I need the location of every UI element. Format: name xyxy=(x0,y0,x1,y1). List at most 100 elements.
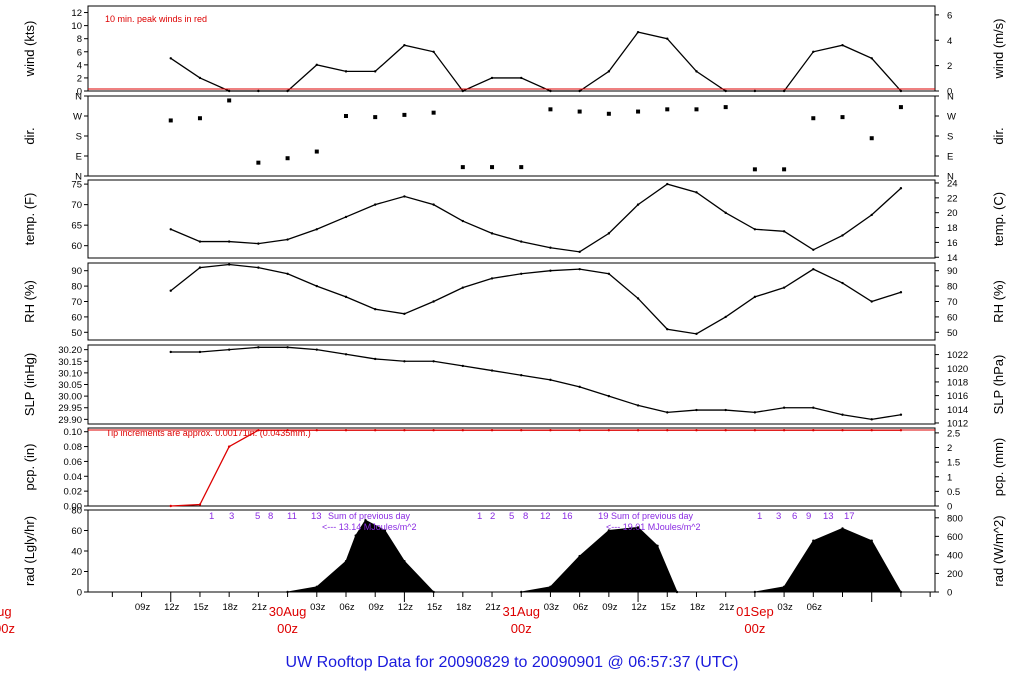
pcp-left-tick-label: 0.04 xyxy=(64,472,83,483)
x-hour-label: 12z xyxy=(398,602,414,613)
temp-point xyxy=(578,250,581,254)
temp-point xyxy=(403,195,406,198)
x-hour-label: 18z xyxy=(223,602,239,613)
dir-right-tick-label: N xyxy=(947,92,954,103)
temp-point xyxy=(695,191,698,194)
wind-point xyxy=(666,37,669,40)
rh-point xyxy=(578,267,581,271)
wind-point xyxy=(636,30,640,34)
dir-point xyxy=(869,136,874,141)
rh-point xyxy=(841,281,844,285)
rad-hour-label: 1 xyxy=(757,511,762,522)
pcp-right-tick-label: 2 xyxy=(947,443,952,454)
rad-point xyxy=(354,534,357,537)
rh-point xyxy=(636,297,640,300)
x-hour-label: 18z xyxy=(456,602,472,613)
rad-point xyxy=(675,590,679,594)
rad-right-tick-label: 800 xyxy=(947,513,963,524)
slp-point xyxy=(520,374,523,377)
slp-point xyxy=(695,408,698,412)
dir-point xyxy=(227,98,232,103)
wind-point xyxy=(198,76,202,80)
wind-point xyxy=(753,89,757,93)
x-hour-label: 21z xyxy=(252,602,268,613)
rh-point xyxy=(724,315,727,319)
rad-point xyxy=(403,560,406,563)
dir-point xyxy=(168,118,173,123)
dir-left-tick-label: N xyxy=(75,92,82,103)
rad-ylabel-right: rad (W/m^2) xyxy=(991,515,1006,586)
temp-frame xyxy=(87,179,936,259)
slp-point xyxy=(344,353,348,356)
dir-point xyxy=(840,115,845,120)
rad-summary-value: <--- 19.01 MJoules/m^2 xyxy=(606,522,701,532)
x-hour-label: 18z xyxy=(690,602,706,613)
wind-point xyxy=(286,89,289,93)
rad-hour-label: 16 xyxy=(562,511,573,522)
slp-ylabel-left: SLP (inHg) xyxy=(22,353,37,416)
wind-point xyxy=(812,50,815,53)
rh-left-tick-label: 50 xyxy=(71,328,82,339)
wind-point xyxy=(695,70,698,73)
x-hour-label: 21z xyxy=(719,602,735,613)
rh-left-tick-label: 90 xyxy=(71,266,82,277)
x-hour-label: 09z xyxy=(602,602,618,613)
rad-hour-label: 6 xyxy=(792,511,797,522)
temp-line xyxy=(170,183,902,253)
slp-left-tick-label: 30.05 xyxy=(58,380,82,391)
rad-left-tick-label: 20 xyxy=(71,567,82,578)
x-hour-label: 03z xyxy=(777,602,793,613)
x-date-hour-label: 00z xyxy=(277,621,298,636)
rad-point xyxy=(383,529,387,532)
temp-point xyxy=(899,187,903,190)
rad-point xyxy=(656,544,659,548)
panel-rh: 50 60 70 80 90 50 60 70 80 90 RH (%) RH (%) xyxy=(22,262,1006,341)
temp-right-tick-label: 14 xyxy=(947,253,958,264)
temp-right-tick-label: 22 xyxy=(947,193,958,204)
x-hour-label: 06z xyxy=(573,602,589,613)
wind-point xyxy=(432,50,435,53)
rh-point xyxy=(227,263,231,266)
slp-left-tick-label: 30.10 xyxy=(58,368,82,379)
dir-point xyxy=(431,110,436,115)
rad-point xyxy=(870,539,873,542)
rh-left-tick-label: 80 xyxy=(71,282,82,293)
rh-point xyxy=(286,272,289,275)
dir-point xyxy=(197,116,202,121)
dir-point xyxy=(782,167,787,172)
temp-left-tick-label: 60 xyxy=(71,241,82,252)
dir-point xyxy=(665,107,670,112)
rad-summary-value: <--- 13.14 MJoules/m^2 xyxy=(322,522,417,532)
x-date-hour-label: 00z xyxy=(744,621,765,636)
rh-ylabel-right: RH (%) xyxy=(991,280,1006,323)
dir-right-tick-label: E xyxy=(947,152,953,163)
slp-point xyxy=(403,360,406,363)
temp-point xyxy=(461,219,465,223)
wind-point xyxy=(578,89,581,93)
rh-point xyxy=(753,295,757,299)
pcp-right-tick-label: 0.5 xyxy=(947,487,960,498)
slp-point xyxy=(257,346,260,349)
dir-point xyxy=(343,114,348,118)
rh-right-tick-label: 50 xyxy=(947,328,958,339)
x-hour-label: 09z xyxy=(369,602,385,613)
slp-right-tick-label: 1020 xyxy=(947,364,968,375)
time-axis: 09z 12z 15z 18z 21z 03z 06z 09z 12z 15z 18z 21z 03z 0… xyxy=(0,592,931,636)
rad-summary-title: Sum of previous day xyxy=(328,511,411,521)
rh-point xyxy=(695,332,698,336)
pcp-point xyxy=(169,504,172,508)
rad-point xyxy=(636,526,640,529)
slp-right-tick-label: 1012 xyxy=(947,418,968,429)
temp-point xyxy=(227,240,231,243)
pcp-ylabel-right: pcp. (mm) xyxy=(991,438,1006,497)
rh-point xyxy=(782,286,786,289)
rh-point xyxy=(666,328,669,331)
dir-point xyxy=(752,167,757,172)
dir-ylabel-right: dir. xyxy=(991,127,1006,144)
rad-hour-label: 17 xyxy=(844,511,855,522)
rad-hour-label: 13 xyxy=(311,511,322,522)
rad-point xyxy=(549,585,552,589)
rad-hour-label: 3 xyxy=(229,511,234,522)
